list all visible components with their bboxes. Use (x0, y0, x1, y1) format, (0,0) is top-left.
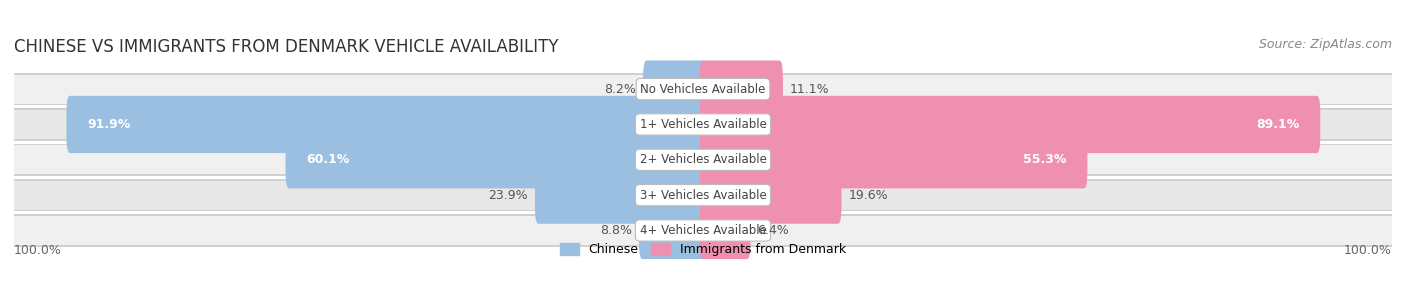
FancyBboxPatch shape (700, 96, 1320, 153)
Text: 2+ Vehicles Available: 2+ Vehicles Available (640, 153, 766, 166)
FancyBboxPatch shape (14, 75, 1392, 104)
FancyBboxPatch shape (14, 214, 1392, 247)
FancyBboxPatch shape (14, 73, 1392, 105)
FancyBboxPatch shape (285, 131, 706, 188)
FancyBboxPatch shape (14, 110, 1392, 139)
FancyBboxPatch shape (14, 181, 1392, 210)
FancyBboxPatch shape (700, 131, 1087, 188)
Text: 100.0%: 100.0% (14, 245, 62, 257)
Text: 55.3%: 55.3% (1024, 153, 1067, 166)
Text: 1+ Vehicles Available: 1+ Vehicles Available (640, 118, 766, 131)
Text: 89.1%: 89.1% (1257, 118, 1299, 131)
Text: Source: ZipAtlas.com: Source: ZipAtlas.com (1258, 38, 1392, 51)
FancyBboxPatch shape (700, 60, 783, 118)
Text: 4+ Vehicles Available: 4+ Vehicles Available (640, 224, 766, 237)
Text: No Vehicles Available: No Vehicles Available (640, 83, 766, 96)
FancyBboxPatch shape (14, 216, 1392, 245)
Text: 8.8%: 8.8% (600, 224, 633, 237)
FancyBboxPatch shape (66, 96, 706, 153)
FancyBboxPatch shape (14, 145, 1392, 174)
Text: 3+ Vehicles Available: 3+ Vehicles Available (640, 189, 766, 202)
Text: 91.9%: 91.9% (87, 118, 131, 131)
Text: CHINESE VS IMMIGRANTS FROM DENMARK VEHICLE AVAILABILITY: CHINESE VS IMMIGRANTS FROM DENMARK VEHIC… (14, 38, 558, 56)
FancyBboxPatch shape (534, 166, 706, 224)
FancyBboxPatch shape (14, 108, 1392, 141)
FancyBboxPatch shape (700, 202, 751, 259)
FancyBboxPatch shape (700, 166, 841, 224)
Text: 19.6%: 19.6% (848, 189, 889, 202)
Text: 8.2%: 8.2% (605, 83, 636, 96)
FancyBboxPatch shape (643, 60, 706, 118)
FancyBboxPatch shape (14, 144, 1392, 176)
FancyBboxPatch shape (638, 202, 706, 259)
Text: 60.1%: 60.1% (307, 153, 350, 166)
Text: 11.1%: 11.1% (790, 83, 830, 96)
Text: 23.9%: 23.9% (488, 189, 529, 202)
Text: 6.4%: 6.4% (758, 224, 789, 237)
Text: 100.0%: 100.0% (1344, 245, 1392, 257)
FancyBboxPatch shape (14, 179, 1392, 211)
Legend: Chinese, Immigrants from Denmark: Chinese, Immigrants from Denmark (560, 243, 846, 256)
